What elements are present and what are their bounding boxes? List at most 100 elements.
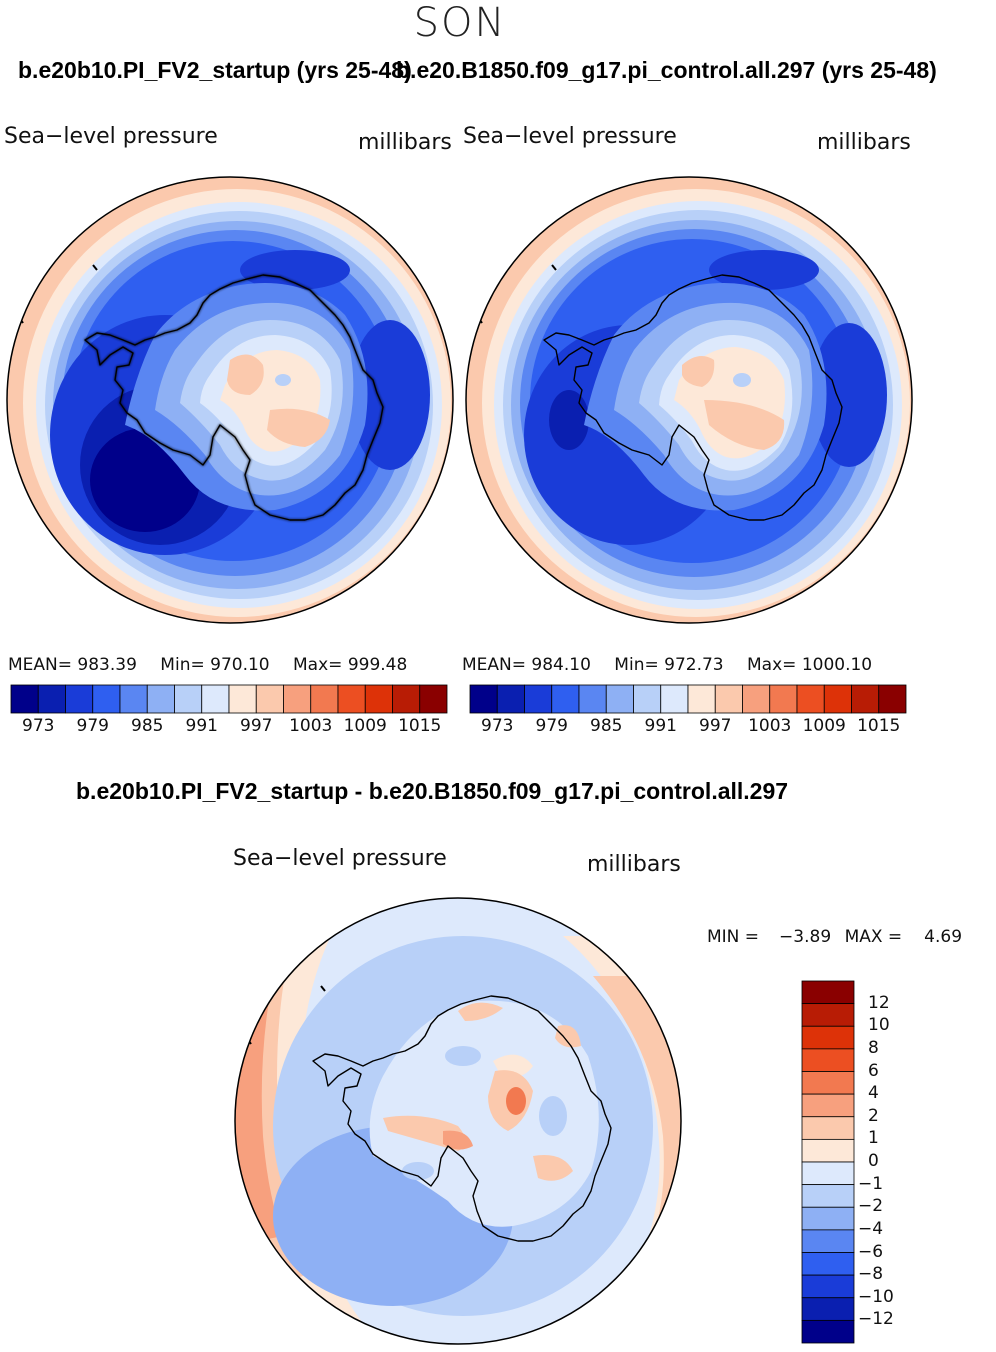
colorbar-box [65, 684, 94, 714]
colorbar-box [801, 1252, 855, 1276]
colorbar-box [801, 1003, 855, 1027]
panel1-max: 999.48 [347, 655, 408, 675]
colorbar-box [119, 684, 148, 714]
diff-min: −3.89 [779, 927, 832, 947]
colorbar-box [310, 684, 339, 714]
panel2-colorbar [469, 684, 907, 714]
colorbar-tick-label: 991 [644, 716, 677, 736]
colorbar-tick-label: 10 [868, 1015, 890, 1036]
colorbar-box [801, 1297, 855, 1321]
colorbar-box [496, 684, 525, 714]
colorbar-box [714, 684, 743, 714]
panel2-map [465, 176, 913, 624]
colorbar-box [801, 1071, 855, 1095]
colorbar-box [823, 684, 852, 714]
colorbar-box [337, 684, 366, 714]
colorbar-tick-label: −12 [858, 1309, 894, 1330]
colorbar-box [364, 684, 393, 714]
panel2-case-title: b.e20.B1850.f09_g17.pi_control.all.297 (… [396, 57, 937, 83]
panel2-mean: 984.10 [531, 655, 591, 675]
diff-title: b.e20b10.PI_FV2_startup - b.e20.B1850.f0… [76, 778, 789, 804]
colorbar-tick-label: −2 [858, 1196, 884, 1217]
colorbar-tick-label: 973 [22, 716, 55, 736]
colorbar-tick-label: 985 [131, 716, 164, 736]
diff-units-label: millibars [587, 852, 681, 877]
panel1-variable-label: Sea−level pressure [4, 124, 218, 149]
colorbar-box [801, 1093, 855, 1118]
colorbar-box [742, 684, 771, 714]
colorbar-box [801, 1025, 855, 1050]
colorbar-box [801, 1048, 855, 1072]
colorbar-tick-label: 973 [481, 716, 514, 736]
colorbar-box [419, 684, 448, 714]
colorbar-box [92, 684, 121, 714]
colorbar-tick-label: −8 [858, 1264, 884, 1285]
panel1-colorbar [10, 684, 448, 714]
colorbar-box [801, 980, 855, 1005]
colorbar-tick-label: 12 [868, 992, 890, 1013]
colorbar-box [10, 684, 39, 714]
colorbar-tick-label: 8 [868, 1037, 879, 1058]
colorbar-box [801, 1184, 855, 1208]
colorbar-box [801, 1229, 855, 1253]
colorbar-tick-label: 1009 [802, 716, 846, 736]
colorbar-tick-label: 979 [535, 716, 568, 736]
colorbar-tick-label: 997 [240, 716, 273, 736]
panel2-stats: MEAN= 984.10 Min= 972.73 Max= 1000.10 [462, 655, 873, 675]
diff-map [234, 897, 682, 1345]
diff-minmax: MIN = −3.89 MAX = 4.69 [707, 927, 963, 947]
panel2-units-label: millibars [817, 130, 911, 155]
season-title: SON [413, 0, 507, 46]
colorbar-box [201, 684, 230, 714]
diff-colorbar [801, 980, 855, 1344]
colorbar-box [801, 1274, 855, 1299]
colorbar-tick-label: 997 [699, 716, 732, 736]
colorbar-box [469, 684, 498, 714]
colorbar-tick-label: −10 [858, 1286, 894, 1307]
colorbar-tick-label: 985 [590, 716, 623, 736]
panel1-min: 970.10 [210, 655, 270, 675]
panel2-variable-label: Sea−level pressure [463, 124, 677, 149]
diff-max: 4.69 [924, 927, 963, 947]
panel1-units-label: millibars [358, 130, 452, 155]
colorbar-tick-label: −1 [858, 1173, 884, 1194]
panel1-mean: 983.39 [77, 655, 137, 675]
colorbar-tick-label: 1015 [398, 716, 442, 736]
colorbar-box [37, 684, 66, 714]
colorbar-box [605, 684, 634, 714]
colorbar-box [801, 1116, 855, 1140]
panel2-colorbar-ticks: 973 979 985 991 997 1003 1009 1015 [470, 716, 906, 738]
colorbar-box [524, 684, 553, 714]
colorbar-box [392, 684, 421, 714]
colorbar-box [851, 684, 880, 714]
colorbar-box [660, 684, 689, 714]
colorbar-tick-label: 4 [868, 1083, 879, 1104]
colorbar-tick-label: 6 [868, 1060, 879, 1081]
colorbar-box [687, 684, 716, 714]
colorbar-box [801, 1319, 855, 1344]
diff-variable-label: Sea−level pressure [233, 846, 447, 871]
colorbar-tick-label: 0 [868, 1151, 879, 1171]
colorbar-box [174, 684, 203, 714]
colorbar-tick-label: 1003 [748, 716, 792, 736]
colorbar-tick-label: 2 [868, 1105, 879, 1126]
colorbar-tick-label: 1003 [289, 716, 333, 736]
colorbar-box [551, 684, 580, 714]
colorbar-box [146, 684, 175, 714]
colorbar-box [769, 684, 798, 714]
colorbar-box [796, 684, 825, 714]
colorbar-tick-label: 979 [76, 716, 109, 736]
diff-colorbar-ticks: 12 10 8 6 4 2 1 0 −1 −2 −4 −6 −8 −10 −12 [858, 981, 938, 1343]
panel1-case-title: b.e20b10.PI_FV2_startup (yrs 25-48) [18, 57, 412, 83]
colorbar-box [801, 1161, 855, 1186]
colorbar-box [283, 684, 312, 714]
colorbar-box [255, 684, 284, 714]
panel1-stats: MEAN= 983.39 Min= 970.10 Max= 999.48 [8, 655, 408, 675]
colorbar-tick-label: 991 [185, 716, 218, 736]
colorbar-tick-label: 1015 [857, 716, 901, 736]
colorbar-box [801, 1206, 855, 1231]
colorbar-tick-label: −6 [858, 1241, 884, 1262]
colorbar-box [578, 684, 607, 714]
colorbar-box [878, 684, 907, 714]
colorbar-tick-label: 1009 [343, 716, 387, 736]
